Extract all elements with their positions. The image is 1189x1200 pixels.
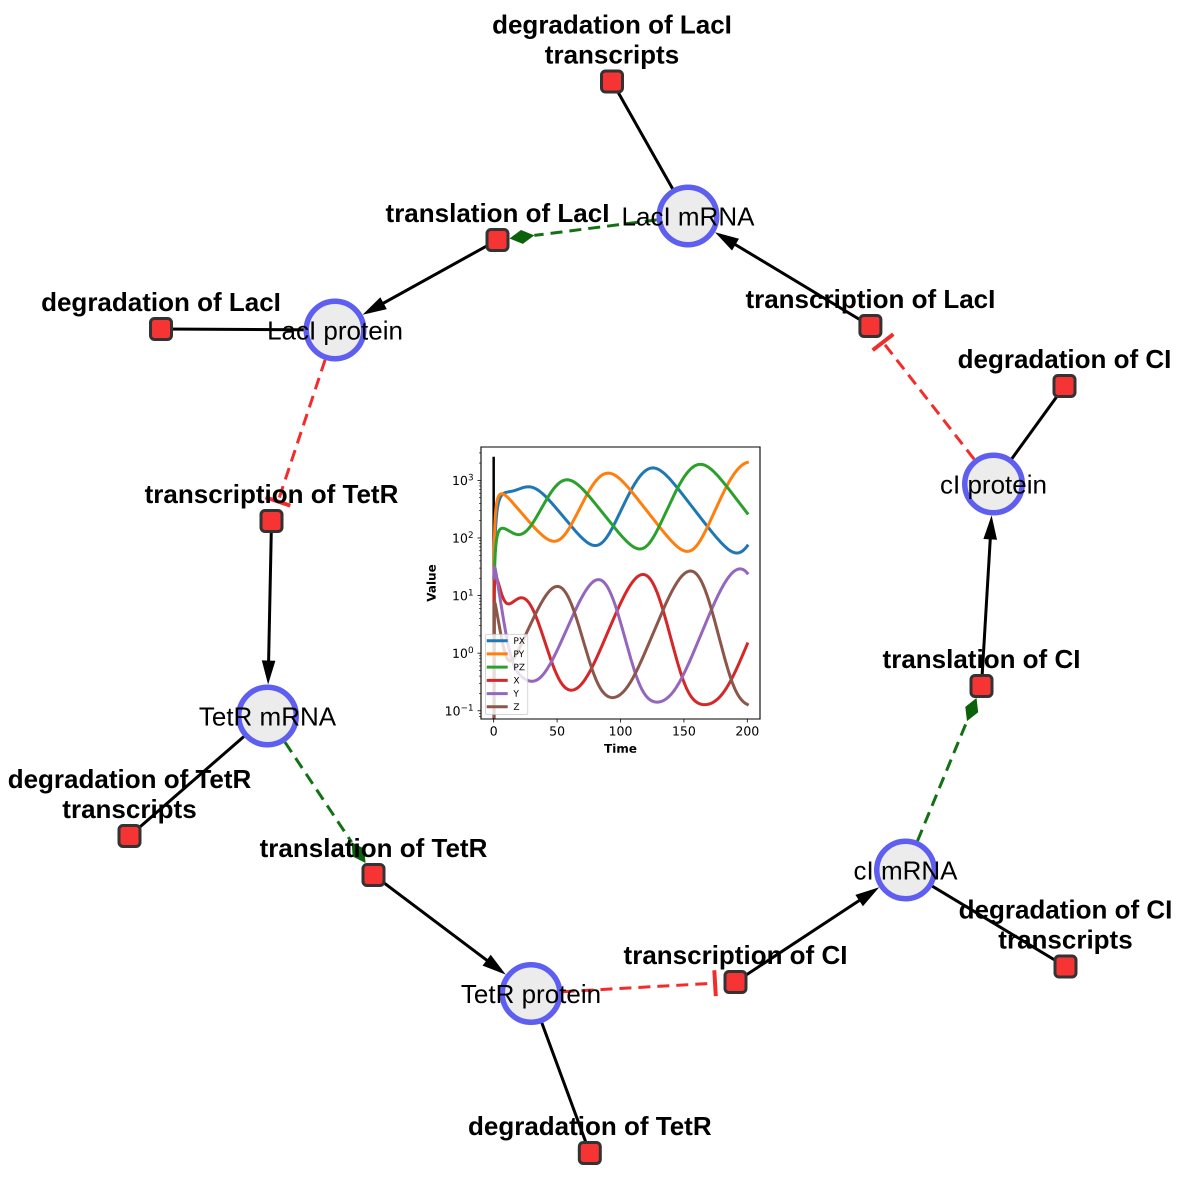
svg-text:transcripts: transcripts [998,925,1132,955]
svg-text:transcription of CI: transcription of CI [624,940,848,970]
svg-text:degradation of CI: degradation of CI [958,344,1172,374]
svg-text:degradation of LacI: degradation of LacI [492,10,732,40]
svg-text:degradation of LacI: degradation of LacI [41,287,281,317]
svg-text:LacI protein: LacI protein [267,315,403,345]
svg-text:translation of CI: translation of CI [883,644,1081,674]
svg-text:LacI mRNA: LacI mRNA [622,201,756,231]
svg-text:transcription of TetR: transcription of TetR [145,479,399,509]
svg-text:degradation of TetR: degradation of TetR [468,1111,712,1141]
svg-text:transcription of LacI: transcription of LacI [745,284,995,314]
svg-text:translation of TetR: translation of TetR [260,833,488,863]
svg-text:cI protein: cI protein [940,469,1047,499]
svg-text:degradation of TetR: degradation of TetR [8,764,252,794]
svg-text:cI mRNA: cI mRNA [854,855,959,885]
svg-text:TetR protein: TetR protein [461,979,601,1009]
svg-text:degradation of CI: degradation of CI [959,895,1173,925]
svg-text:TetR mRNA: TetR mRNA [199,701,337,731]
svg-text:transcripts: transcripts [545,40,679,70]
svg-text:transcripts: transcripts [62,794,196,824]
svg-text:translation of LacI: translation of LacI [386,198,610,228]
